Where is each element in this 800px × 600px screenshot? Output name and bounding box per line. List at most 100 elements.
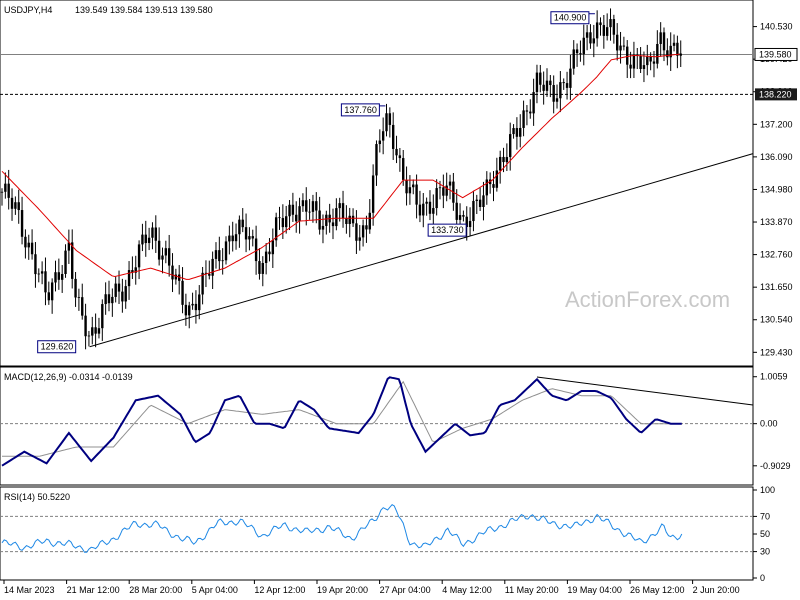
price-bar-body: [539, 72, 542, 85]
rsi-tick-label: 30: [760, 547, 770, 557]
price-bar-body: [134, 267, 137, 273]
price-bar-body: [301, 200, 305, 207]
price-bar-body: [472, 200, 475, 222]
price-bar-body: [475, 199, 478, 201]
price-bar-body: [666, 50, 669, 58]
price-annotation-box: [37, 340, 77, 354]
price-bar-body: [622, 45, 626, 47]
macd-tick-label: -0.9029: [760, 461, 791, 471]
price-bar-body: [318, 210, 321, 230]
price-bar-body: [144, 234, 147, 244]
price-bar-body: [485, 179, 489, 196]
price-bar-body: [234, 234, 238, 242]
price-bar-body: [284, 216, 288, 228]
price-bar-body: [616, 34, 619, 51]
price-bar-body: [208, 273, 211, 276]
price-tick-label: 136.090: [760, 152, 793, 162]
price-bar-body: [281, 218, 285, 228]
price-bar-body: [572, 49, 575, 69]
price-bar-body: [515, 128, 519, 137]
macd-line: [1, 376, 682, 467]
price-bar-body: [20, 210, 24, 237]
price-bar-body: [498, 156, 502, 171]
price-bar-body: [10, 197, 14, 209]
price-bar-body: [659, 32, 662, 44]
support-price-tag-label: 138.220: [759, 89, 792, 99]
price-bar-body: [639, 55, 642, 69]
price-bar-body: [669, 45, 672, 58]
price-bar-body: [298, 206, 301, 222]
price-bar-body: [338, 203, 341, 209]
time-tick-label: 27 Apr 04:00: [380, 585, 431, 595]
current-price-tag: [754, 47, 798, 61]
price-bar-body: [30, 242, 34, 255]
price-bar-body: [274, 217, 278, 241]
price-bar-body: [305, 200, 308, 212]
price-bar-body: [468, 221, 472, 228]
price-bar-body: [385, 113, 388, 132]
price-annotation-box: [550, 11, 590, 25]
rsi-panel: 100 70 50 30 0: [0, 485, 775, 583]
price-bar-body: [288, 204, 291, 217]
price-bar-body: [408, 187, 412, 194]
price-bar-body: [71, 242, 74, 279]
macd-tick-label: 1.0059: [760, 372, 788, 382]
price-bar-body: [137, 244, 141, 268]
price-bar-body: [368, 212, 371, 230]
price-tick-label: 137.200: [760, 119, 793, 129]
price-bar-body: [311, 201, 315, 212]
price-tick-label: 131.650: [760, 282, 793, 292]
price-bar-body: [351, 215, 355, 224]
time-tick-label: 28 Mar 20:00: [129, 585, 182, 595]
price-bar-body: [345, 218, 348, 224]
price-bar-body: [348, 215, 351, 224]
price-bar-body: [575, 49, 579, 54]
price-bar-body: [107, 294, 111, 304]
price-bar-body: [612, 19, 616, 35]
price-bar-body: [331, 222, 335, 227]
price-bar-body: [448, 181, 452, 186]
price-bar-body: [258, 261, 261, 274]
price-bar-body: [646, 56, 649, 66]
price-bar-body: [405, 179, 408, 194]
price-bar-body: [522, 110, 525, 128]
price-bar-body: [308, 211, 311, 213]
time-tick-label: 2 Jun 20:00: [693, 585, 740, 595]
price-annotation-label: 133.730: [431, 225, 464, 235]
price-bar-body: [398, 155, 402, 159]
price-bar-body: [81, 297, 84, 316]
price-bar-body: [559, 82, 562, 99]
price-bar-body: [358, 237, 361, 241]
price-bar-body: [629, 64, 632, 69]
price-bar-body: [579, 53, 582, 55]
price-bar-body: [512, 128, 515, 135]
price-bar-body: [609, 19, 612, 28]
rsi-title: RSI(14) 50.5220: [4, 492, 70, 502]
price-bar-body: [7, 183, 10, 198]
price-bar-body: [174, 274, 178, 280]
price-bar-body: [435, 188, 438, 209]
price-bar-body: [67, 242, 71, 251]
price-bar-body: [188, 305, 191, 316]
price-bar-body: [291, 204, 295, 215]
time-tick-label: 26 May 12:00: [630, 585, 685, 595]
price-bar-body: [37, 273, 40, 275]
price-bar-body: [509, 134, 512, 158]
price-bar-body: [244, 227, 248, 240]
price-panel-frame: [0, 0, 754, 367]
price-tick-label: 134.980: [760, 184, 793, 194]
price-bar-body: [40, 271, 44, 274]
macd-trendline: [536, 376, 754, 406]
price-bar-body: [482, 195, 485, 208]
price-tick-label: 130.540: [760, 315, 793, 325]
price-bar-body: [335, 208, 338, 227]
price-bar-body: [565, 83, 569, 88]
price-annotation-label: 129.620: [41, 342, 74, 352]
price-bar-body: [532, 92, 535, 114]
price-bar-body: [224, 241, 228, 261]
price-bar-body: [619, 45, 622, 51]
price-bar-body: [211, 258, 214, 276]
price-bar-body: [60, 274, 64, 280]
price-bar-body: [662, 32, 666, 51]
